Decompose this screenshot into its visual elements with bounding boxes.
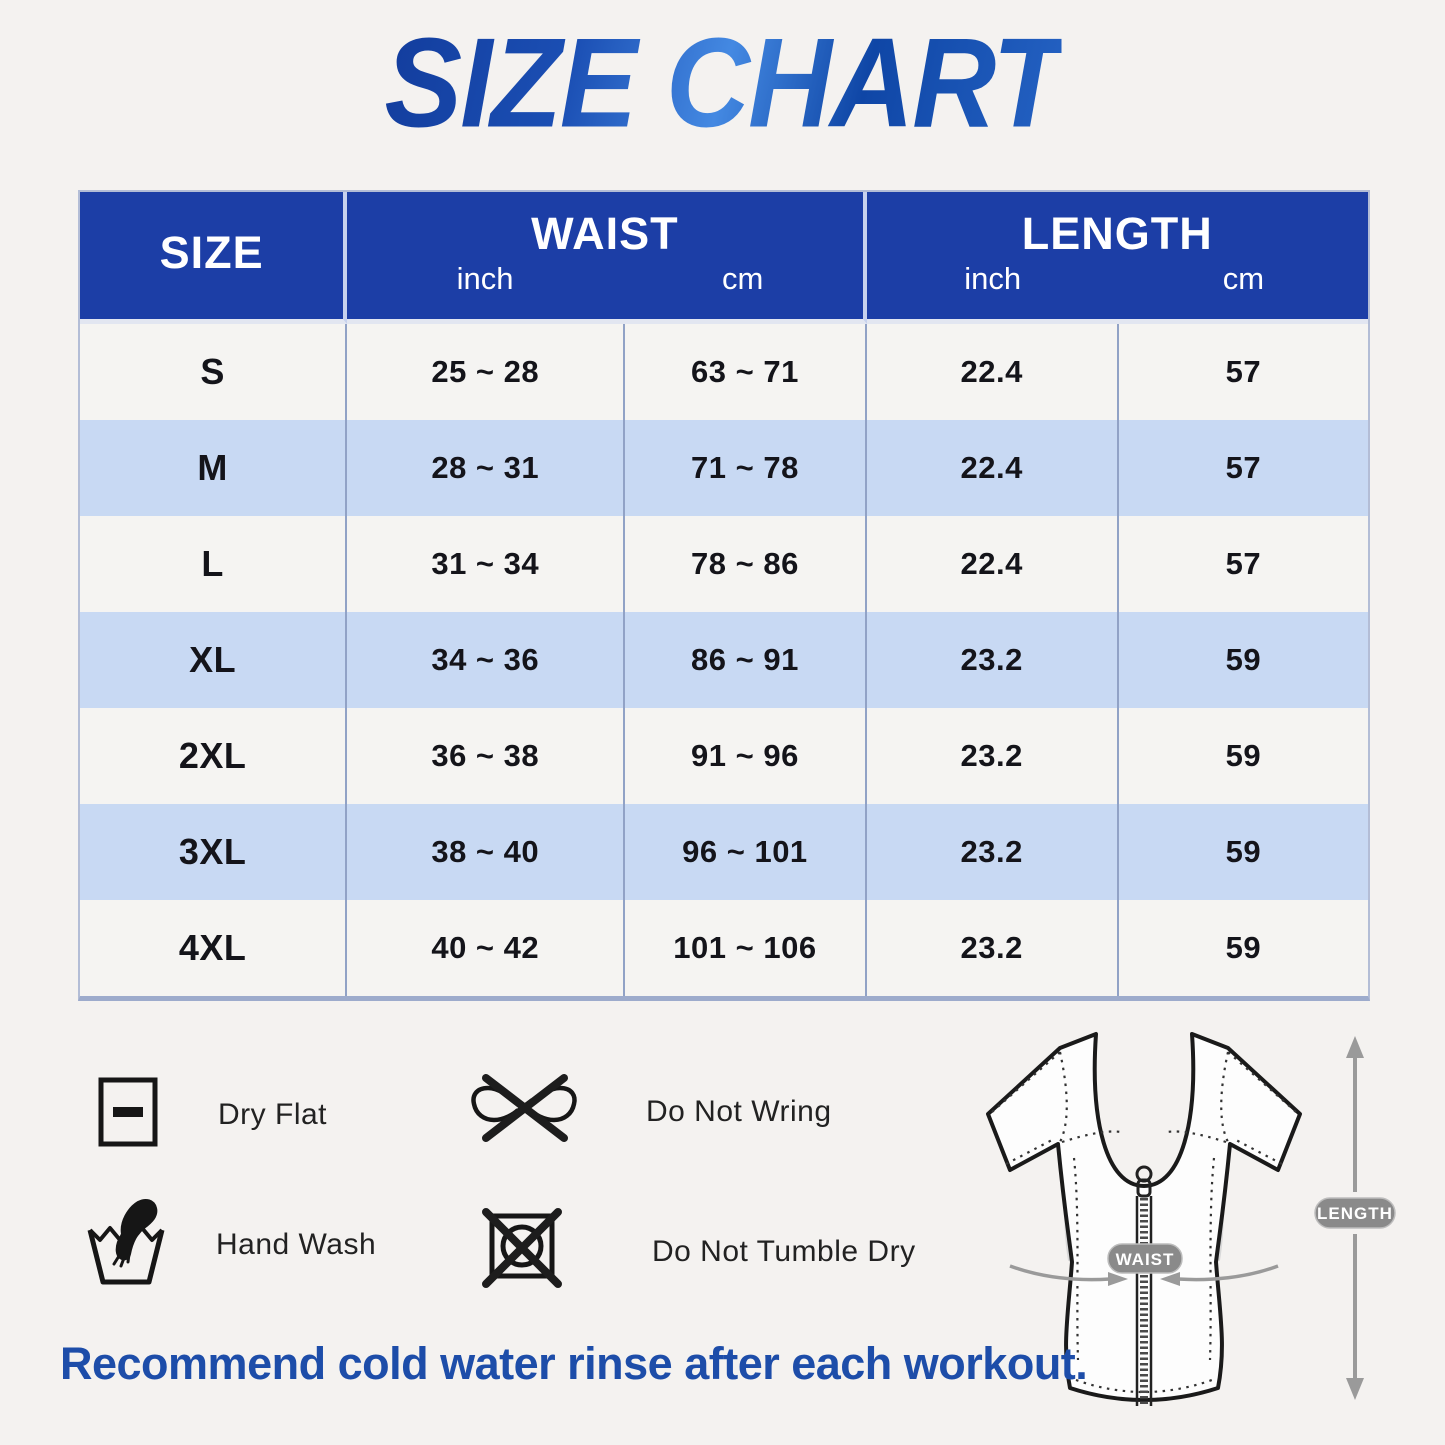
waist-cm-cell: 91 ~ 96 [625,708,867,804]
waist-inch-cell: 36 ~ 38 [347,708,626,804]
care-item-do-not-wring: Do Not Wring [468,1072,832,1151]
care-item-hand-wash: Hand Wash [86,1196,376,1293]
size-cell: 2XL [80,708,348,804]
length-inch-cell: 23.2 [866,612,1119,708]
length-units-row: inch cm [867,263,1368,294]
page-title-wrap: SIZE CHART [0,12,1445,154]
column-header-size: SIZE [80,192,348,324]
hand-wash-icon [86,1196,166,1293]
waist-inch-cell: 34 ~ 36 [347,612,626,708]
waist-cm-cell: 101 ~ 106 [625,900,867,996]
size-cell: 4XL [80,900,348,996]
length-cm-cell: 57 [1118,420,1368,516]
size-cell: 3XL [80,804,348,900]
waist-inch-cell: 38 ~ 40 [347,804,626,900]
waist-cm-cell: 78 ~ 86 [625,516,867,612]
waist-header-label: WAIST [531,208,679,259]
length-unit-inch: inch [964,261,1022,296]
care-label: Dry Flat [218,1097,327,1131]
length-cm-cell: 59 [1118,900,1368,996]
length-inch-cell: 22.4 [866,516,1119,612]
length-inch-cell: 22.4 [866,420,1119,516]
care-item-dry-flat: Dry Flat [96,1076,327,1153]
waist-units-row: inch cm [347,263,862,294]
dry-flat-icon [96,1076,160,1153]
care-item-do-not-tumble-dry: Do Not Tumble Dry [480,1208,916,1295]
waist-inch-cell: 25 ~ 28 [347,324,626,420]
waist-inch-cell: 28 ~ 31 [347,420,626,516]
zipper [1135,1165,1153,1406]
waist-arrows [1009,1264,1279,1282]
do-not-tumble-dry-icon [480,1208,564,1295]
size-cell: S [80,324,348,420]
column-header-waist: WAIST inch cm [347,192,867,324]
size-cell: L [80,516,348,612]
waist-inch-cell: 40 ~ 42 [347,900,626,996]
waist-cm-cell: 96 ~ 101 [625,804,867,900]
waist-inch-cell: 31 ~ 34 [347,516,626,612]
waist-badge: WAIST [1107,1243,1183,1274]
care-label: Do Not Wring [646,1094,832,1128]
length-cm-cell: 57 [1118,516,1368,612]
waist-cm-cell: 71 ~ 78 [625,420,867,516]
do-not-wring-icon [468,1072,580,1151]
footer-note: Recommend cold water rinse after each wo… [60,1338,1088,1389]
waist-cm-cell: 86 ~ 91 [625,612,867,708]
size-cell: M [80,420,348,516]
svg-text:WAIST: WAIST [1116,1250,1175,1269]
waist-unit-inch: inch [456,261,514,296]
length-cm-cell: 59 [1118,612,1368,708]
length-header-label: LENGTH [1021,208,1213,259]
length-cm-cell: 59 [1118,804,1368,900]
page-title: SIZE CHART [384,10,1063,156]
length-inch-cell: 23.2 [866,804,1119,900]
length-badge: LENGTH [1314,1197,1396,1229]
size-cell: XL [80,612,348,708]
care-label: Hand Wash [216,1227,377,1261]
length-inch-cell: 23.2 [866,900,1119,996]
length-unit-cm: cm [1222,261,1265,296]
care-label: Do Not Tumble Dry [652,1234,916,1268]
length-cm-cell: 57 [1118,324,1368,420]
length-cm-cell: 59 [1118,708,1368,804]
waist-cm-cell: 63 ~ 71 [625,324,867,420]
waist-unit-cm: cm [722,261,764,296]
garment-diagram: WAIST LENGTH [948,1016,1432,1440]
length-inch-cell: 23.2 [866,708,1119,804]
size-chart-table: SIZE WAIST inch cm LENGTH inch cm S 25 ~… [78,190,1370,1001]
size-header-label: SIZE [159,227,264,278]
length-inch-cell: 22.4 [866,324,1119,420]
svg-text:LENGTH: LENGTH [1317,1204,1393,1223]
column-header-length: LENGTH inch cm [866,192,1368,324]
